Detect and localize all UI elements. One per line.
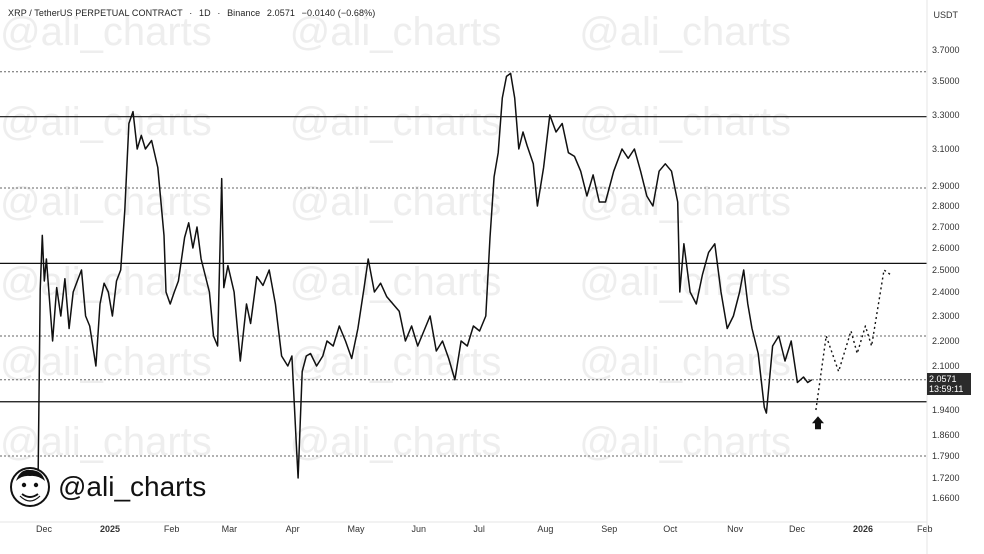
brand-handle: @ali_charts: [58, 471, 207, 502]
price-tick-label: 3.1000: [932, 144, 960, 154]
price-tick-label: 2.3000: [932, 311, 960, 321]
price-tick-label: 2.9000: [932, 181, 960, 191]
time-tick-label: Dec: [789, 524, 806, 534]
time-tick-label: Nov: [727, 524, 744, 534]
time-tick-label: Dec: [36, 524, 53, 534]
price-tick-label: 2.5000: [932, 265, 960, 275]
time-tick-label: Apr: [286, 524, 300, 534]
brand-logo: @ali_charts: [8, 465, 206, 509]
price-tick-label: 1.8600: [932, 430, 960, 440]
symbol-name[interactable]: XRP / TetherUS PERPETUAL CONTRACT: [8, 8, 183, 18]
time-axis: Dec 2025 Feb Mar Apr May Jun Jul Aug Sep Oct Nov Dec…: [36, 524, 932, 534]
time-tick-label: Jul: [473, 524, 485, 534]
price-tick-label: 1.6600: [932, 493, 960, 503]
projection-line: [815, 269, 891, 411]
price-tick-label: 3.5000: [932, 76, 960, 86]
time-tick-label: Sep: [601, 524, 617, 534]
price-tick-label: 1.7200: [932, 473, 960, 483]
symbol-header: XRP / TetherUS PERPETUAL CONTRACT · 1D ·…: [8, 8, 376, 18]
price-tick-label: 2.8000: [932, 201, 960, 211]
price-tick-label: 2.1000: [932, 361, 960, 371]
time-tick-label: Aug: [537, 524, 553, 534]
price-tag-value: 2.0571: [929, 374, 957, 384]
time-tick-label: May: [348, 524, 366, 534]
arrow-up-icon: [811, 416, 824, 430]
price-tick-label: 3.3000: [932, 110, 960, 120]
price-tick-label: 2.4000: [932, 287, 960, 297]
time-tick-label: 2026: [853, 524, 873, 534]
price-tick-label: 1.9400: [932, 405, 960, 415]
time-tick-label: Jun: [411, 524, 426, 534]
price-tag-countdown: 13:59:11: [929, 384, 964, 394]
price-tick-label: 2.2000: [932, 336, 960, 346]
last-price-tag: 2.0571 13:59:11: [927, 373, 971, 395]
price-tick-label: 3.7000: [932, 45, 960, 55]
avatar-face-icon: [10, 467, 50, 507]
time-tick-label: Feb: [164, 524, 180, 534]
price-series: [37, 72, 891, 479]
time-tick-label: Feb: [917, 524, 933, 534]
annotations: [811, 416, 824, 430]
price-tick-label: 1.7900: [932, 451, 960, 461]
last-price: 2.0571: [266, 8, 296, 18]
time-tick-label: Oct: [663, 524, 678, 534]
price-line: [37, 72, 813, 479]
interval-label[interactable]: 1D: [199, 8, 211, 18]
time-tick-label: Mar: [222, 524, 238, 534]
time-tick-label: 2025: [100, 524, 120, 534]
price-tick-label: 2.7000: [932, 222, 960, 232]
price-axis: 3.7000 3.5000 3.3000 3.1000 2.9000 2.8000 2.70…: [932, 45, 960, 503]
price-change: −0.0140 (−0.68%): [301, 8, 376, 18]
horizontal-levels: [0, 71, 927, 457]
currency-label: USDT: [933, 10, 959, 20]
price-tick-label: 2.6000: [932, 243, 960, 253]
exchange-label: Binance: [227, 8, 261, 18]
